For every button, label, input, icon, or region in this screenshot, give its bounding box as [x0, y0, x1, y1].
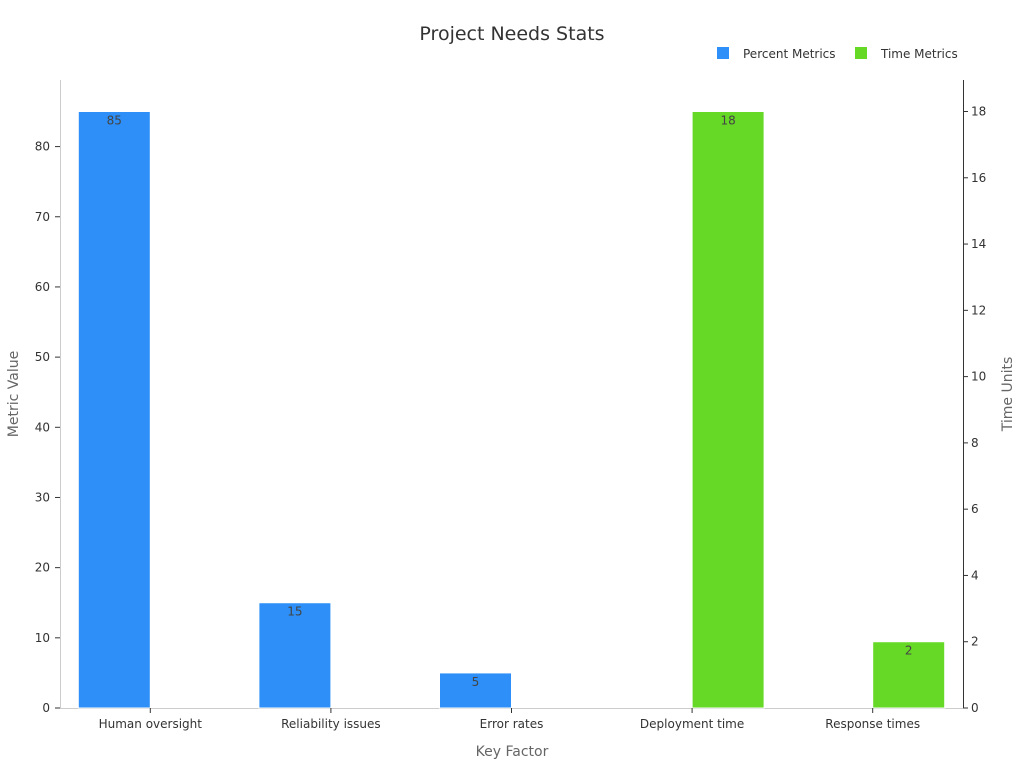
y2-tick-label: 12 — [971, 303, 986, 317]
left-axis-ticks: 0 10 20 30 40 50 60 70 80 — [35, 140, 60, 715]
y-tick-label: 20 — [35, 561, 50, 575]
bar-labels: 85 15 5 18 2 — [107, 114, 913, 689]
bar-time-4 — [872, 641, 946, 709]
bar-value-label: 18 — [720, 114, 735, 128]
bar-percent-1 — [258, 602, 332, 709]
bar-percent-0 — [77, 111, 151, 709]
bar-value-label: 15 — [287, 605, 302, 619]
x-axis-title: Key Factor — [476, 744, 549, 760]
y-tick-label: 60 — [35, 280, 50, 294]
x-tick-label: Error rates — [480, 717, 544, 731]
x-tick-label: Reliability issues — [281, 717, 381, 731]
y2-tick-label: 6 — [971, 502, 979, 516]
chart-title: Project Needs Stats — [419, 23, 604, 45]
x-axis-ticks: Human oversight Reliability issues Error r… — [99, 708, 920, 731]
legend-label-percent: Percent Metrics — [743, 47, 836, 61]
legend: Percent Metrics Time Metrics — [717, 47, 958, 61]
y2-axis-title: Time Units — [1000, 357, 1016, 433]
y2-tick-label: 16 — [971, 171, 986, 185]
legend-swatch-time — [855, 47, 867, 59]
y2-tick-label: 0 — [971, 701, 979, 715]
x-tick-label: Deployment time — [640, 717, 744, 731]
legend-swatch-percent — [717, 47, 729, 59]
x-tick-label: Response times — [825, 717, 920, 731]
y2-tick-label: 14 — [971, 237, 986, 251]
y-tick-label: 10 — [35, 631, 50, 645]
bar-time-3 — [691, 111, 765, 709]
y2-tick-label: 10 — [971, 370, 986, 384]
y-tick-label: 70 — [35, 210, 50, 224]
y-tick-label: 80 — [35, 140, 50, 154]
right-axis-ticks: 0 2 4 6 8 10 12 14 16 18 — [963, 105, 986, 715]
y2-tick-label: 2 — [971, 635, 979, 649]
x-tick-label: Human oversight — [99, 717, 203, 731]
y-axis-title: Metric Value — [6, 351, 22, 437]
y-tick-label: 0 — [42, 701, 50, 715]
legend-label-time: Time Metrics — [880, 47, 958, 61]
bars — [77, 111, 946, 709]
bar-value-label: 85 — [107, 114, 122, 128]
y2-tick-label: 8 — [971, 436, 979, 450]
bar-value-label: 2 — [905, 644, 913, 658]
y2-tick-label: 4 — [971, 568, 979, 582]
bar-percent-2 — [439, 672, 512, 709]
y-tick-label: 30 — [35, 490, 50, 504]
bar-value-label: 5 — [472, 675, 480, 689]
y2-tick-label: 18 — [971, 105, 986, 119]
y-tick-label: 50 — [35, 350, 50, 364]
y-tick-label: 40 — [35, 420, 50, 434]
